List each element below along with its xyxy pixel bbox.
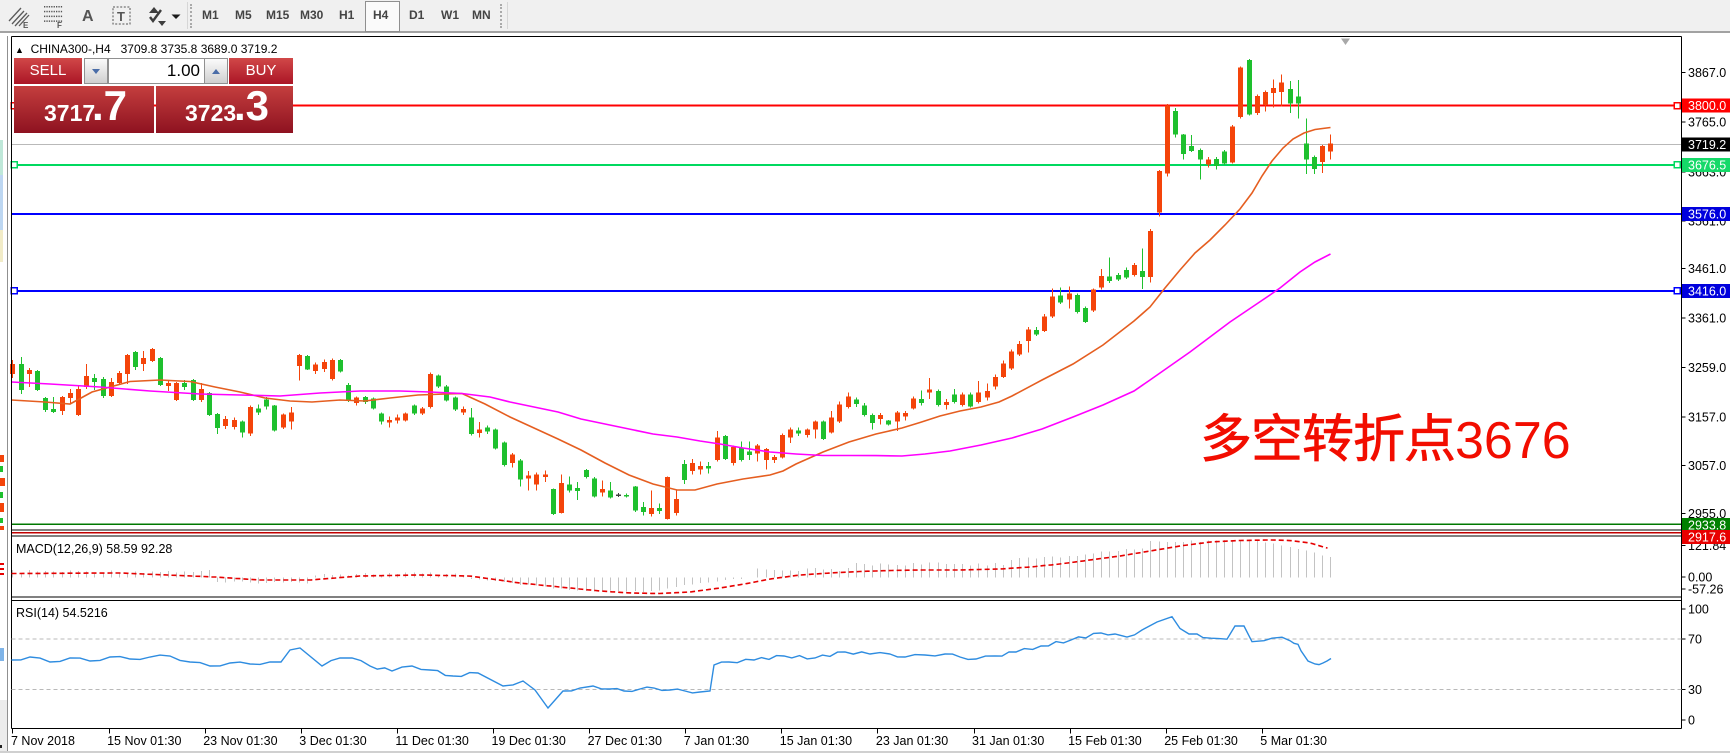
svg-text:27 Dec 01:30: 27 Dec 01:30 bbox=[588, 734, 662, 748]
svg-text:3576.0: 3576.0 bbox=[1688, 207, 1726, 221]
svg-text:2917.6: 2917.6 bbox=[1688, 531, 1726, 545]
svg-text:2933.8: 2933.8 bbox=[1688, 518, 1726, 532]
svg-text:15 Feb 01:30: 15 Feb 01:30 bbox=[1068, 734, 1142, 748]
svg-text:15 Jan 01:30: 15 Jan 01:30 bbox=[780, 734, 852, 748]
svg-text:3057.0: 3057.0 bbox=[1688, 459, 1726, 473]
svg-text:25 Feb 01:30: 25 Feb 01:30 bbox=[1164, 734, 1238, 748]
svg-text:3461.0: 3461.0 bbox=[1688, 262, 1726, 276]
svg-text:T: T bbox=[117, 9, 125, 24]
svg-text:30: 30 bbox=[1688, 683, 1702, 697]
svg-text:3800.0: 3800.0 bbox=[1688, 99, 1726, 113]
svg-text:MACD(12,26,9) 58.59 92.28: MACD(12,26,9) 58.59 92.28 bbox=[16, 542, 172, 556]
svg-text:3361.0: 3361.0 bbox=[1688, 312, 1726, 326]
svg-text:3157.0: 3157.0 bbox=[1688, 411, 1726, 425]
svg-text:31 Jan 01:30: 31 Jan 01:30 bbox=[972, 734, 1044, 748]
svg-text:-57.26: -57.26 bbox=[1688, 583, 1723, 597]
svg-text:23 Jan 01:30: 23 Jan 01:30 bbox=[876, 734, 948, 748]
svg-text:F: F bbox=[57, 21, 62, 29]
svg-text:0: 0 bbox=[1688, 714, 1695, 728]
svg-text:2955.0: 2955.0 bbox=[1688, 507, 1726, 521]
svg-text:3676: 3676 bbox=[1455, 412, 1571, 470]
svg-text:3 Dec 01:30: 3 Dec 01:30 bbox=[299, 734, 366, 748]
svg-text:3867.0: 3867.0 bbox=[1688, 66, 1726, 80]
svg-text:7 Nov 2018: 7 Nov 2018 bbox=[11, 734, 75, 748]
svg-text:19 Dec 01:30: 19 Dec 01:30 bbox=[492, 734, 566, 748]
svg-text:70: 70 bbox=[1688, 633, 1702, 647]
svg-text:3259.0: 3259.0 bbox=[1688, 361, 1726, 375]
svg-text:RSI(14) 54.5216: RSI(14) 54.5216 bbox=[16, 606, 108, 620]
svg-text:3719.2: 3719.2 bbox=[1688, 138, 1726, 152]
svg-text:3416.0: 3416.0 bbox=[1688, 284, 1726, 298]
svg-text:100: 100 bbox=[1688, 603, 1709, 617]
svg-text:11 Dec 01:30: 11 Dec 01:30 bbox=[395, 734, 468, 748]
svg-text:0.00: 0.00 bbox=[1688, 571, 1712, 585]
svg-text:3765.0: 3765.0 bbox=[1688, 116, 1726, 130]
svg-text:23 Nov 01:30: 23 Nov 01:30 bbox=[203, 734, 277, 748]
svg-text:7 Jan 01:30: 7 Jan 01:30 bbox=[684, 734, 749, 748]
svg-text:5 Mar 01:30: 5 Mar 01:30 bbox=[1260, 734, 1327, 748]
svg-text:E: E bbox=[23, 21, 29, 29]
svg-text:3676.5: 3676.5 bbox=[1688, 158, 1726, 172]
svg-text:15 Nov 01:30: 15 Nov 01:30 bbox=[107, 734, 181, 748]
